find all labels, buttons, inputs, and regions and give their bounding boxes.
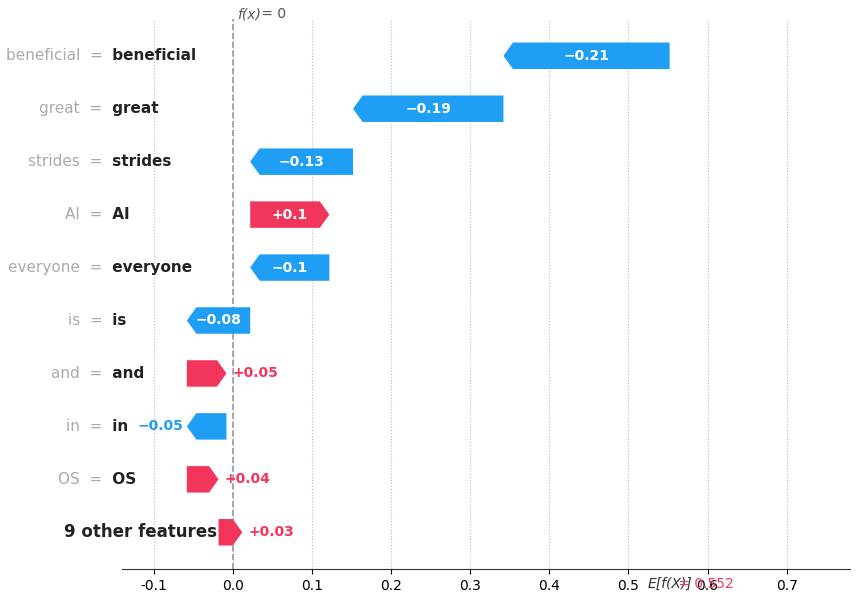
Text: is: is <box>107 313 127 328</box>
Text: = 0: = 0 <box>256 7 285 22</box>
Text: −0.21: −0.21 <box>564 49 609 63</box>
Polygon shape <box>250 254 329 281</box>
Text: AI: AI <box>107 207 130 222</box>
Polygon shape <box>187 466 219 493</box>
Text: everyone  =: everyone = <box>9 260 107 275</box>
Text: −0.05: −0.05 <box>137 419 183 433</box>
Text: strides  =: strides = <box>28 154 107 169</box>
Polygon shape <box>250 148 353 175</box>
Text: and: and <box>107 366 145 381</box>
Polygon shape <box>187 360 226 386</box>
Text: and  =: and = <box>51 366 107 381</box>
Text: +0.04: +0.04 <box>225 472 271 487</box>
Text: great: great <box>107 101 159 116</box>
Text: E[f(X)]: E[f(X)] <box>647 577 692 591</box>
Text: in: in <box>107 419 129 434</box>
Text: −0.1: −0.1 <box>272 260 308 275</box>
Text: beneficial  =: beneficial = <box>6 48 107 63</box>
Text: AI  =: AI = <box>65 207 107 222</box>
Polygon shape <box>187 307 250 334</box>
Text: −0.19: −0.19 <box>405 102 451 116</box>
Text: f(x): f(x) <box>237 7 261 22</box>
Text: beneficial: beneficial <box>107 48 196 63</box>
Text: is  =: is = <box>68 313 107 328</box>
Text: OS  =: OS = <box>58 472 107 487</box>
Text: in  =: in = <box>66 419 107 434</box>
Polygon shape <box>353 95 503 122</box>
Text: strides: strides <box>107 154 171 169</box>
Text: 9 other features: 9 other features <box>64 523 217 541</box>
Text: +0.05: +0.05 <box>233 367 279 380</box>
Text: −0.13: −0.13 <box>279 155 325 169</box>
Text: great  =: great = <box>39 101 107 116</box>
Polygon shape <box>250 202 329 228</box>
Polygon shape <box>503 43 669 69</box>
Text: −0.08: −0.08 <box>195 313 242 328</box>
Text: +0.03: +0.03 <box>249 525 294 539</box>
Text: = 0.552: = 0.552 <box>674 577 734 591</box>
Text: everyone: everyone <box>107 260 193 275</box>
Polygon shape <box>219 519 243 545</box>
Text: OS: OS <box>107 472 136 487</box>
Polygon shape <box>187 413 226 440</box>
Text: +0.1: +0.1 <box>272 208 308 221</box>
